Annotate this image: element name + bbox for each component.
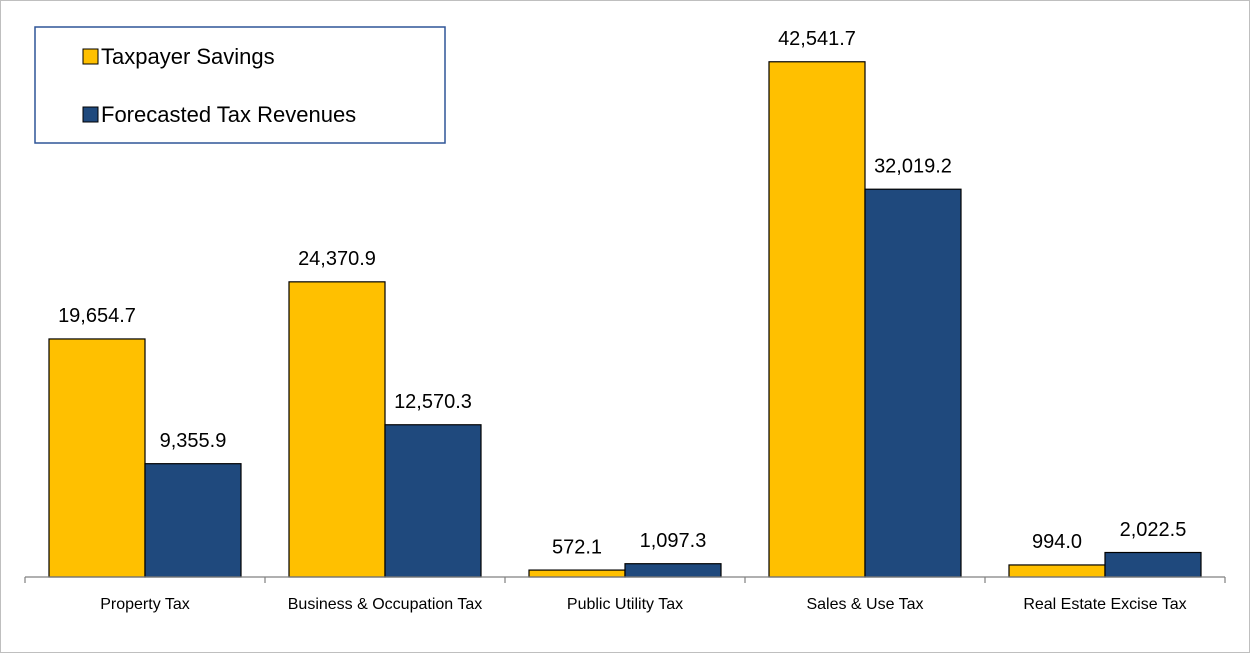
x-tick-label: Real Estate Excise Tax bbox=[1023, 596, 1186, 613]
x-tick-label: Public Utility Tax bbox=[567, 596, 683, 613]
data-label: 2,022.5 bbox=[1120, 519, 1187, 541]
data-label: 1,097.3 bbox=[640, 530, 707, 552]
bar bbox=[288, 281, 386, 578]
bar bbox=[528, 569, 626, 578]
x-tick-label: Property Tax bbox=[100, 596, 190, 613]
data-label: 19,654.7 bbox=[58, 305, 136, 327]
data-label: 24,370.9 bbox=[298, 248, 376, 270]
data-label: 994.0 bbox=[1032, 531, 1082, 553]
bar bbox=[768, 61, 866, 578]
data-label: 12,570.3 bbox=[394, 391, 472, 413]
legend-label: Forecasted Tax Revenues bbox=[101, 102, 356, 127]
bar bbox=[864, 188, 962, 578]
data-label: 32,019.2 bbox=[874, 155, 952, 177]
x-tick-label: Business & Occupation Tax bbox=[288, 596, 482, 613]
bar bbox=[384, 424, 482, 578]
bar bbox=[48, 338, 146, 578]
legend-label: Taxpayer Savings bbox=[101, 44, 275, 69]
bar bbox=[1104, 551, 1202, 578]
data-label: 9,355.9 bbox=[160, 430, 227, 452]
legend-swatch bbox=[82, 48, 99, 65]
bar bbox=[1008, 564, 1106, 578]
legend-swatch bbox=[82, 106, 99, 123]
data-label: 42,541.7 bbox=[778, 28, 856, 50]
x-tick-label: Sales & Use Tax bbox=[806, 596, 923, 613]
data-label: 572.1 bbox=[552, 536, 602, 558]
legend-box bbox=[34, 26, 446, 144]
bar bbox=[624, 563, 722, 578]
bar bbox=[144, 463, 242, 578]
